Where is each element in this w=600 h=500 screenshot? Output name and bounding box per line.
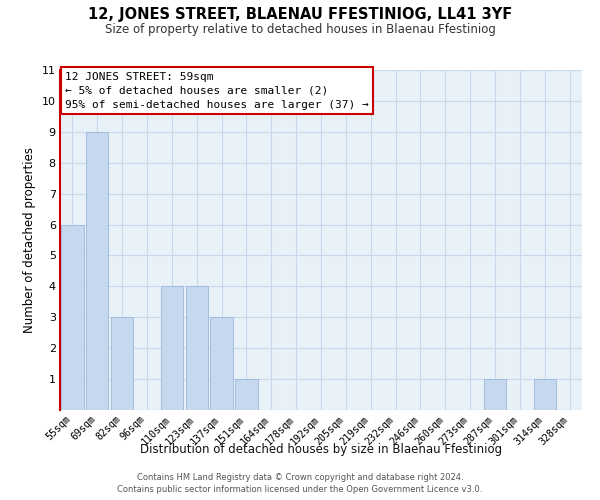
Bar	[86, 132, 109, 410]
Bar	[484, 379, 506, 410]
Bar	[185, 286, 208, 410]
Text: 12, JONES STREET, BLAENAU FFESTINIOG, LL41 3YF: 12, JONES STREET, BLAENAU FFESTINIOG, LL…	[88, 8, 512, 22]
Bar	[533, 379, 556, 410]
Text: Size of property relative to detached houses in Blaenau Ffestiniog: Size of property relative to detached ho…	[104, 22, 496, 36]
Bar	[111, 318, 133, 410]
Text: 12 JONES STREET: 59sqm
← 5% of detached houses are smaller (2)
95% of semi-detac: 12 JONES STREET: 59sqm ← 5% of detached …	[65, 72, 369, 110]
Bar	[235, 379, 257, 410]
Bar	[61, 224, 83, 410]
Y-axis label: Number of detached properties: Number of detached properties	[23, 147, 36, 333]
Text: Distribution of detached houses by size in Blaenau Ffestiniog: Distribution of detached houses by size …	[140, 442, 502, 456]
Bar	[211, 318, 233, 410]
Text: Contains HM Land Registry data © Crown copyright and database right 2024.: Contains HM Land Registry data © Crown c…	[137, 472, 463, 482]
Text: Contains public sector information licensed under the Open Government Licence v3: Contains public sector information licen…	[118, 485, 482, 494]
Bar	[161, 286, 183, 410]
